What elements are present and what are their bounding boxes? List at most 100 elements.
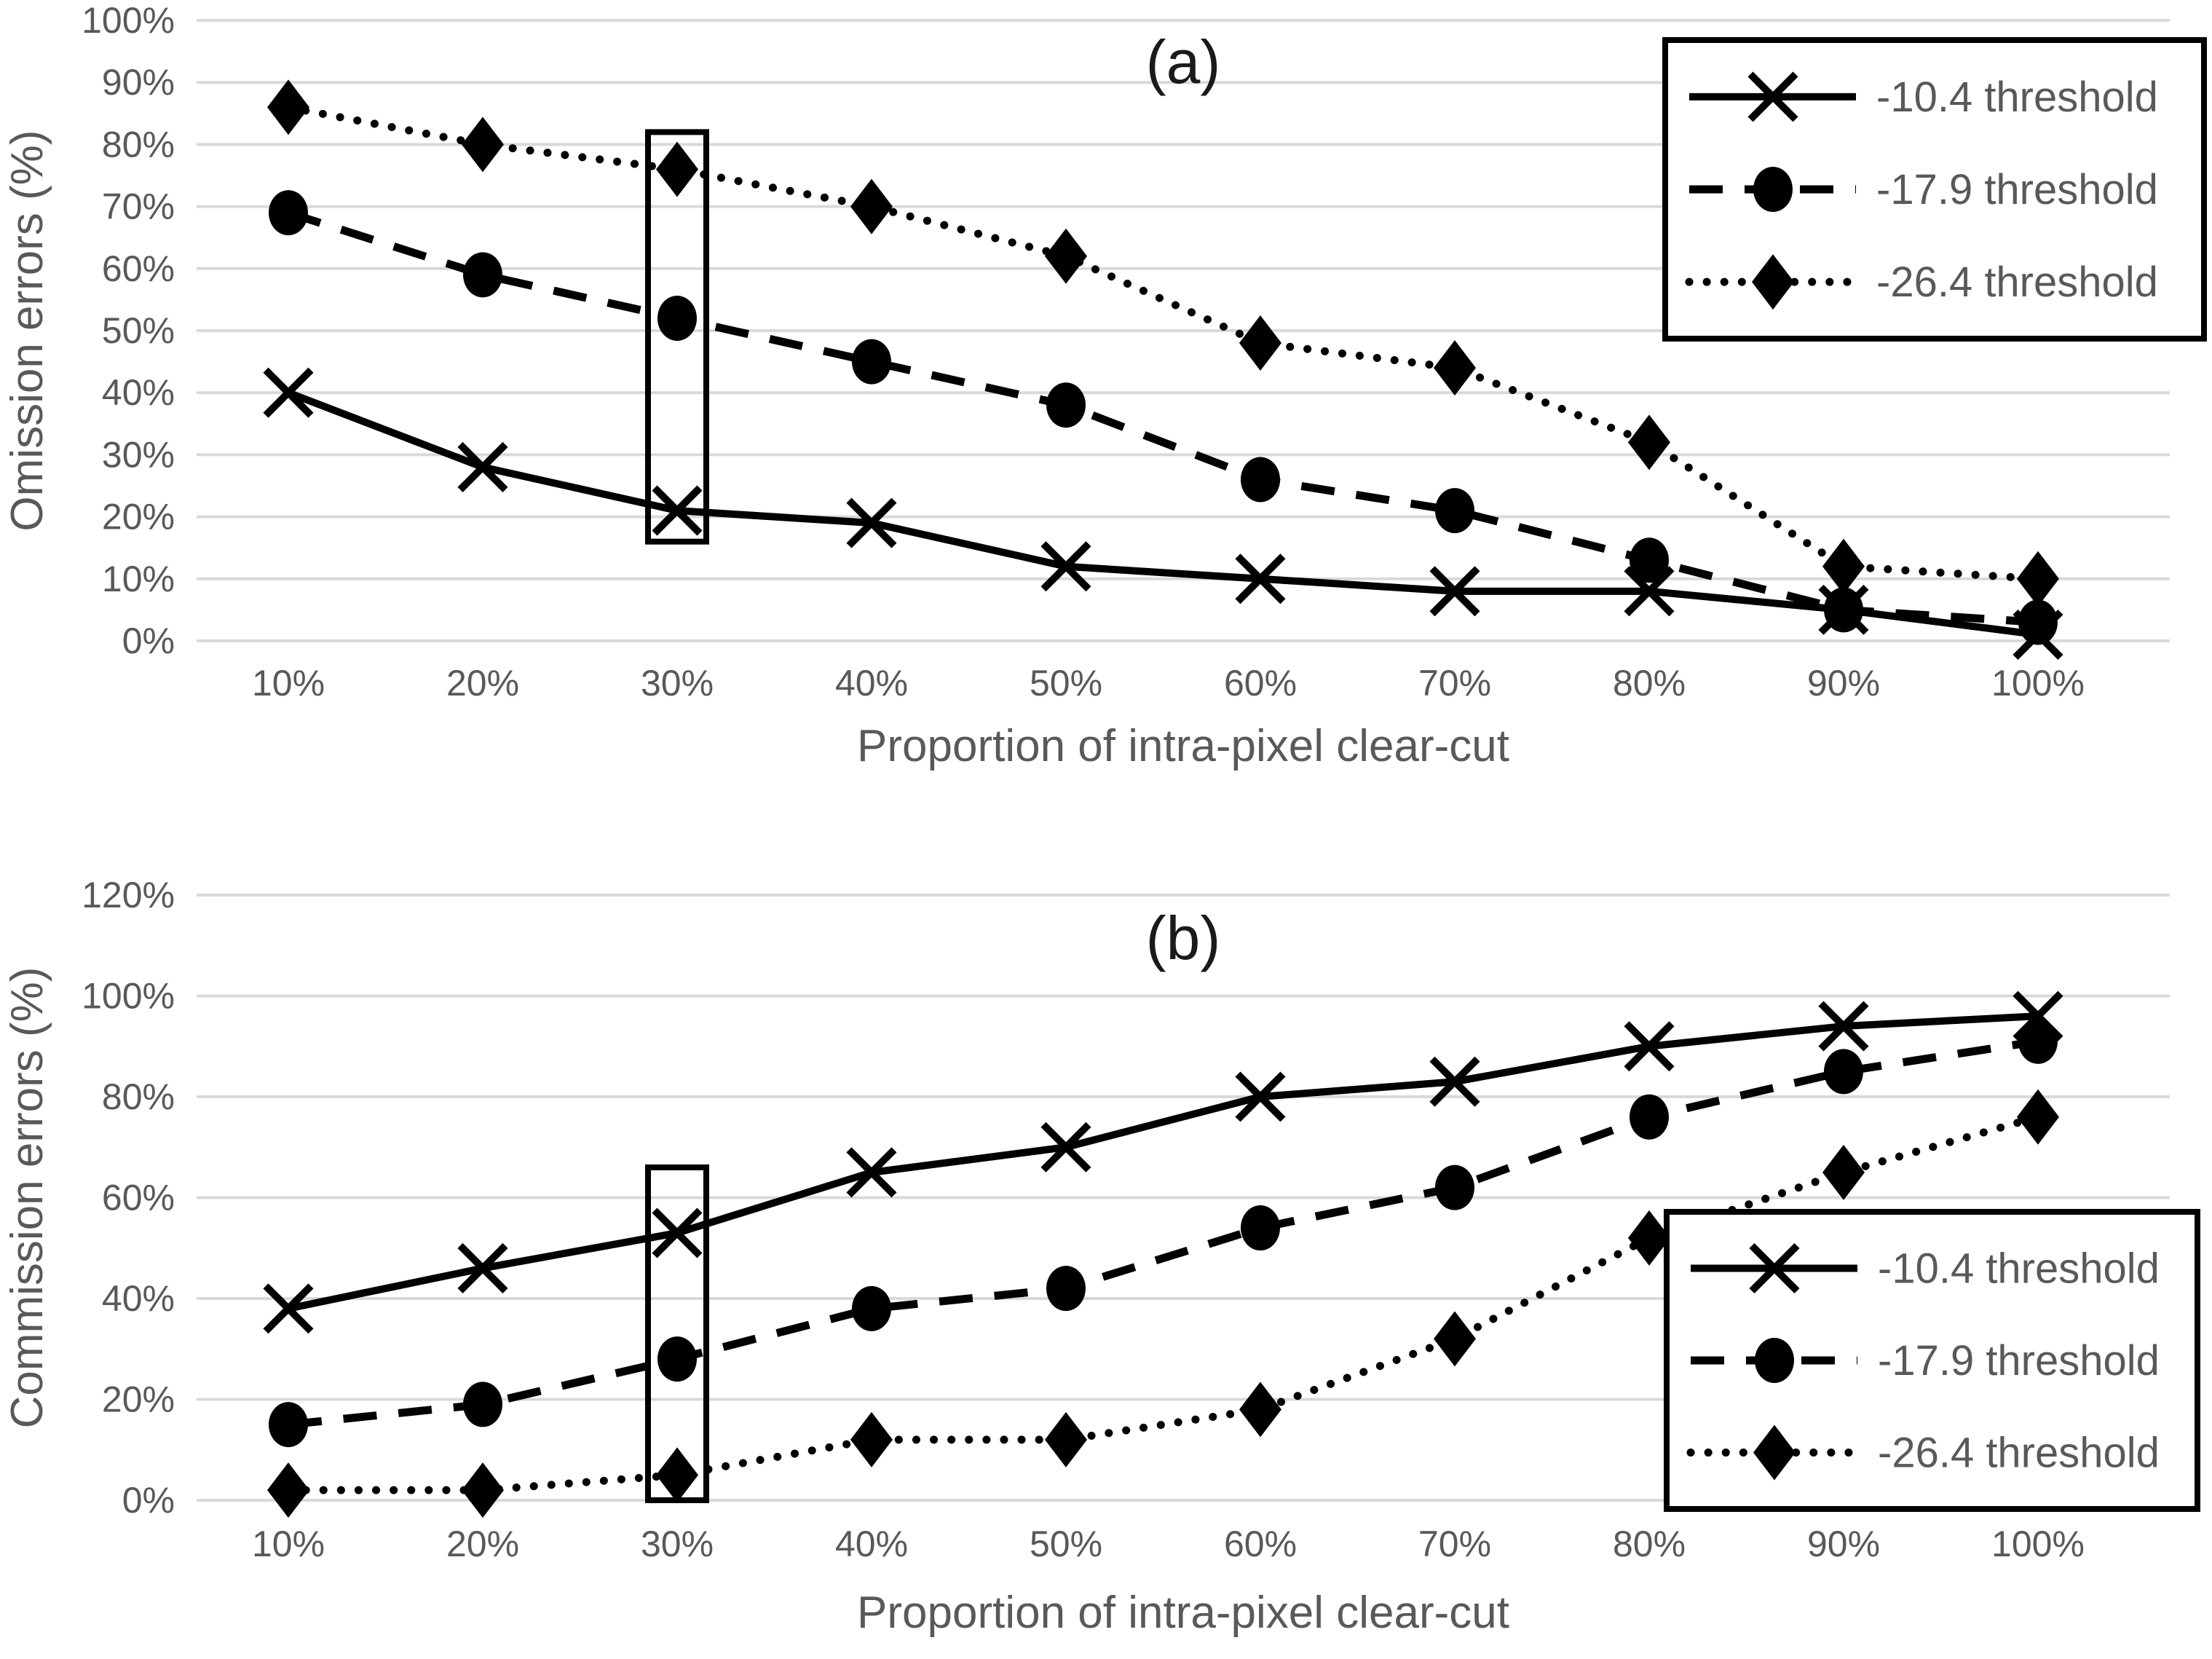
x-tick-label: 40% bbox=[835, 663, 908, 704]
circle-marker-glyph bbox=[1241, 457, 1280, 503]
marker-diamond bbox=[1239, 1382, 1281, 1438]
legend-label: -17.9 threshold bbox=[1876, 166, 2158, 213]
marker-circle bbox=[2018, 599, 2058, 645]
marker-x bbox=[1749, 1242, 1800, 1294]
x-tick-label: 40% bbox=[835, 1524, 908, 1564]
x-marker-glyph bbox=[1818, 1001, 1869, 1052]
series-group bbox=[263, 990, 2063, 1518]
x-tick-label: 90% bbox=[1807, 1524, 1880, 1564]
marker-circle bbox=[1046, 382, 1086, 428]
panel-title: (a) bbox=[1146, 28, 1221, 96]
series-markers-circle bbox=[269, 190, 2058, 645]
circle-marker-glyph bbox=[1824, 587, 1863, 633]
x-marker-glyph bbox=[457, 441, 508, 492]
diamond-marker-glyph bbox=[267, 1462, 309, 1518]
x-tick-label: 30% bbox=[641, 1524, 714, 1564]
x-marker-glyph bbox=[846, 497, 897, 548]
marker-diamond bbox=[656, 141, 698, 197]
series-line-diamond bbox=[284, 1113, 2042, 1494]
diamond-marker-glyph bbox=[656, 141, 698, 197]
x-marker-glyph bbox=[1235, 1071, 1286, 1122]
marker-x bbox=[457, 1242, 508, 1293]
x-tick-label: 80% bbox=[1613, 1524, 1686, 1564]
marker-x bbox=[1040, 1122, 1091, 1173]
x-tick-label: 50% bbox=[1030, 663, 1102, 704]
marker-circle bbox=[2018, 1018, 2058, 1064]
marker-x bbox=[652, 1207, 703, 1258]
y-tick-label: 30% bbox=[102, 434, 175, 475]
x-tick-label: 60% bbox=[1224, 1524, 1297, 1564]
legend-item: -17.9 threshold bbox=[1689, 166, 2158, 213]
marker-circle bbox=[269, 1402, 308, 1448]
circle-marker-glyph bbox=[657, 295, 697, 341]
circle-marker-glyph bbox=[852, 339, 891, 385]
series-line-diamond bbox=[284, 103, 2042, 583]
x-tick-label: 70% bbox=[1418, 1524, 1491, 1564]
circle-marker-glyph bbox=[1046, 1266, 1086, 1312]
series-group bbox=[263, 79, 2063, 661]
marker-circle bbox=[1753, 167, 1793, 212]
y-axis-tick-labels: 0% 10% 20% 30% 40% 50% 60% 70% 80% 90% 100% bbox=[82, 0, 175, 661]
diamond-marker-glyph bbox=[1628, 414, 1670, 470]
marker-x bbox=[1747, 71, 1798, 122]
series-markers-circle bbox=[269, 1018, 2058, 1448]
circle-marker-glyph bbox=[463, 252, 502, 298]
legend: -10.4 threshold -17.9 threshold -26.4 thre… bbox=[1662, 37, 2207, 342]
chart-panel-a: 0% 10% 20% 30% 40% 50% 60% 70% 80% 90% 100% 10% 20% 3… bbox=[2, 0, 2207, 771]
y-axis-tick-labels: 0% 20% 40% 60% 80% 100% 120% bbox=[82, 875, 175, 1521]
y-tick-label: 80% bbox=[102, 124, 175, 165]
circle-marker-glyph bbox=[269, 1402, 308, 1448]
diamond-marker-glyph bbox=[850, 1411, 893, 1467]
circle-marker-glyph bbox=[1046, 382, 1086, 428]
y-tick-label: 50% bbox=[102, 310, 175, 351]
diamond-marker-glyph bbox=[1045, 1411, 1087, 1467]
x-marker-glyph bbox=[263, 1283, 314, 1334]
marker-circle bbox=[1241, 457, 1280, 503]
x-marker-glyph bbox=[1624, 1021, 1675, 1072]
series-line-circle bbox=[288, 1037, 2039, 1429]
y-tick-label: 60% bbox=[102, 248, 175, 289]
y-axis-title: Commission errors (%) bbox=[2, 967, 52, 1429]
y-tick-label: 100% bbox=[82, 976, 175, 1017]
circle-marker-glyph bbox=[1435, 488, 1474, 534]
marker-diamond bbox=[850, 1411, 893, 1467]
diamond-marker-glyph bbox=[1239, 315, 1281, 371]
marker-x bbox=[1235, 1071, 1286, 1122]
y-tick-label: 80% bbox=[102, 1076, 175, 1117]
circle-marker-glyph bbox=[1630, 537, 1669, 583]
diamond-marker-glyph bbox=[1822, 1144, 1865, 1200]
marker-circle bbox=[269, 190, 308, 236]
series-markers-x bbox=[263, 367, 2063, 661]
x-tick-label: 30% bbox=[641, 663, 714, 704]
legend-item: -26.4 threshold bbox=[1686, 1424, 2160, 1481]
legend-label: -17.9 threshold bbox=[1878, 1337, 2160, 1384]
marker-diamond bbox=[2017, 1089, 2059, 1145]
series-markers-x bbox=[263, 990, 2063, 1334]
marker-x bbox=[263, 367, 314, 418]
chart-panel-b: 0% 20% 40% 60% 80% 100% 120% 10% 20% 30% 40% 50% 60%… bbox=[0, 830, 2212, 1659]
marker-x bbox=[846, 1147, 897, 1198]
marker-x bbox=[1818, 1001, 1869, 1052]
marker-circle bbox=[657, 295, 697, 341]
marker-x bbox=[1429, 1056, 1480, 1107]
marker-circle bbox=[463, 1382, 502, 1427]
marker-circle bbox=[1824, 587, 1863, 633]
circle-marker-glyph bbox=[1824, 1049, 1863, 1095]
marker-diamond bbox=[1628, 414, 1670, 470]
x-tick-label: 90% bbox=[1807, 663, 1880, 704]
legend-item: -10.4 threshold bbox=[1689, 71, 2158, 122]
legend-label: -26.4 threshold bbox=[1878, 1429, 2160, 1476]
circle-marker-glyph bbox=[2018, 1018, 2058, 1064]
x-marker-glyph bbox=[846, 1147, 897, 1198]
legend-item: -10.4 threshold bbox=[1691, 1242, 2160, 1294]
diamond-marker-glyph bbox=[267, 79, 309, 135]
x-marker-glyph bbox=[1624, 566, 1675, 617]
y-tick-label: 20% bbox=[102, 1379, 175, 1420]
marker-diamond bbox=[656, 1447, 698, 1503]
marker-diamond bbox=[850, 178, 893, 235]
marker-circle bbox=[852, 1285, 891, 1331]
x-marker-glyph bbox=[1747, 71, 1798, 122]
x-tick-label: 70% bbox=[1418, 663, 1491, 704]
x-axis-tick-labels: 10% 20% 30% 40% 50% 60% 70% 80% 90% 100% bbox=[252, 663, 2085, 704]
y-tick-label: 0% bbox=[122, 620, 175, 661]
